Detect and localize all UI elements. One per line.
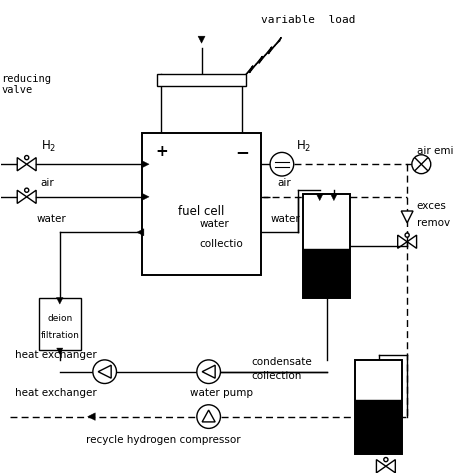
Polygon shape (386, 460, 395, 473)
Text: air: air (277, 178, 291, 188)
Text: air: air (41, 178, 55, 188)
Text: heat exchanger: heat exchanger (15, 388, 97, 398)
Bar (303, 248, 350, 299)
Text: −: − (235, 143, 249, 161)
Text: collection: collection (251, 372, 301, 382)
Text: variable  load: variable load (261, 15, 355, 25)
Polygon shape (198, 36, 205, 43)
Text: valve: valve (1, 85, 32, 95)
Circle shape (270, 153, 294, 176)
Circle shape (384, 457, 388, 462)
Text: water: water (199, 219, 229, 228)
Bar (38, 299, 81, 350)
Circle shape (93, 360, 117, 383)
Polygon shape (137, 229, 144, 236)
Circle shape (25, 188, 29, 192)
Text: condensate: condensate (251, 357, 312, 367)
Bar (355, 360, 402, 455)
Polygon shape (316, 193, 323, 201)
Text: water: water (36, 214, 66, 224)
Polygon shape (401, 211, 413, 223)
Bar (355, 400, 402, 455)
Polygon shape (407, 235, 417, 248)
Text: fuel cell: fuel cell (178, 204, 225, 218)
Polygon shape (142, 161, 149, 168)
Polygon shape (17, 190, 27, 203)
Polygon shape (376, 460, 386, 473)
Text: exces: exces (417, 201, 447, 211)
Circle shape (197, 405, 220, 428)
Text: filtration: filtration (40, 331, 79, 340)
Circle shape (405, 233, 409, 237)
Polygon shape (17, 157, 27, 171)
Text: +: + (155, 145, 168, 159)
Text: air emi: air emi (417, 146, 453, 156)
Text: recycle hydrogen compressor: recycle hydrogen compressor (86, 435, 240, 445)
Polygon shape (57, 348, 63, 354)
Text: H$_2$: H$_2$ (296, 139, 311, 154)
Circle shape (25, 155, 29, 160)
Text: heat exchanger: heat exchanger (15, 350, 97, 360)
Text: collectio: collectio (199, 239, 243, 249)
Polygon shape (88, 413, 95, 420)
Bar (143, 133, 261, 275)
Text: remov: remov (417, 218, 450, 228)
Bar (156, 74, 246, 86)
Polygon shape (398, 235, 407, 248)
Polygon shape (27, 190, 36, 203)
Text: water pump: water pump (190, 388, 253, 398)
Text: deion: deion (47, 314, 73, 323)
Polygon shape (56, 298, 63, 304)
Polygon shape (142, 193, 149, 201)
Text: reducing: reducing (1, 73, 51, 84)
Bar (303, 194, 350, 299)
Text: H$_2$: H$_2$ (41, 139, 56, 154)
Text: water: water (270, 214, 300, 224)
Circle shape (412, 155, 431, 173)
Circle shape (197, 360, 220, 383)
Polygon shape (27, 157, 36, 171)
Polygon shape (330, 193, 337, 201)
